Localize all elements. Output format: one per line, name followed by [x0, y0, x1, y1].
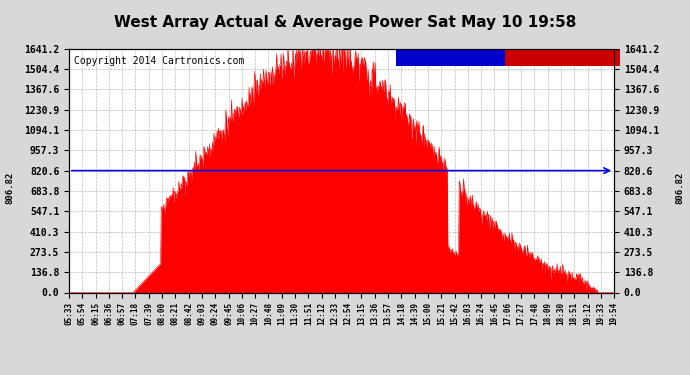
Text: 806.82: 806.82: [6, 171, 15, 204]
Text: West Array Actual & Average Power Sat May 10 19:58: West Array Actual & Average Power Sat Ma…: [114, 15, 576, 30]
Text: Copyright 2014 Cartronics.com: Copyright 2014 Cartronics.com: [75, 56, 245, 66]
Text: 806.82: 806.82: [675, 171, 684, 204]
FancyBboxPatch shape: [505, 49, 620, 66]
FancyBboxPatch shape: [396, 49, 505, 66]
Text: Average  (DC Watts): Average (DC Watts): [403, 53, 498, 62]
Text: West Array  (DC Watts): West Array (DC Watts): [507, 53, 618, 62]
